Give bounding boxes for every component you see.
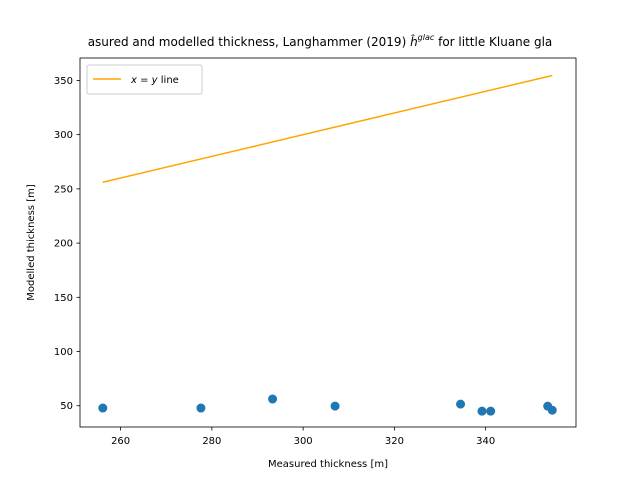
data-point — [456, 399, 466, 409]
legend: x = y line — [86, 64, 203, 95]
x-axis-label: Measured thickness [m] — [268, 459, 388, 470]
y-tick-label: 250 — [54, 184, 73, 195]
plot-area — [98, 74, 557, 416]
y-tick-label: 300 — [54, 130, 73, 141]
chart-title: asured and modelled thickness, Langhamme… — [88, 33, 553, 49]
x-axis-ticks: 260 280 300 320 340 — [111, 427, 495, 447]
y-tick-label: 100 — [54, 347, 73, 358]
axes-frame — [79, 57, 577, 428]
data-point — [330, 401, 340, 411]
legend-frame — [86, 64, 203, 95]
data-point — [196, 403, 206, 413]
x-tick-label: 320 — [385, 436, 404, 447]
legend-label-rest: line — [158, 75, 179, 86]
y-axis-ticks: 50 100 150 200 250 300 350 — [54, 76, 80, 412]
y-tick-label: 350 — [54, 76, 73, 87]
y-tick-label: 50 — [60, 401, 73, 412]
chart-title-prefix: asured and modelled thickness, Langhamme… — [88, 35, 410, 49]
data-point — [268, 394, 278, 404]
legend-label-eq: = — [137, 75, 152, 86]
x-tick-label: 280 — [202, 436, 221, 447]
x-tick-label: 340 — [476, 436, 495, 447]
y-tick-label: 150 — [54, 293, 73, 304]
legend-label-y: y — [151, 75, 159, 86]
chart-title-symbol: ĥ — [410, 34, 418, 49]
data-point — [98, 403, 108, 413]
data-point — [477, 406, 487, 416]
y-axis-label: Modelled thickness [m] — [26, 184, 37, 301]
data-point — [486, 406, 496, 416]
chart-title-suffix: for little Kluane gla — [434, 35, 552, 49]
x-tick-label: 260 — [111, 436, 130, 447]
x-tick-label: 300 — [294, 436, 313, 447]
legend-label-x-equals-y: x = y line — [130, 75, 179, 86]
y-tick-label: 200 — [54, 239, 73, 250]
x-equals-y-line — [102, 74, 553, 183]
data-point — [547, 405, 557, 415]
chart-title-superscript: glac — [418, 33, 435, 42]
legend-label-x: x — [130, 75, 137, 86]
